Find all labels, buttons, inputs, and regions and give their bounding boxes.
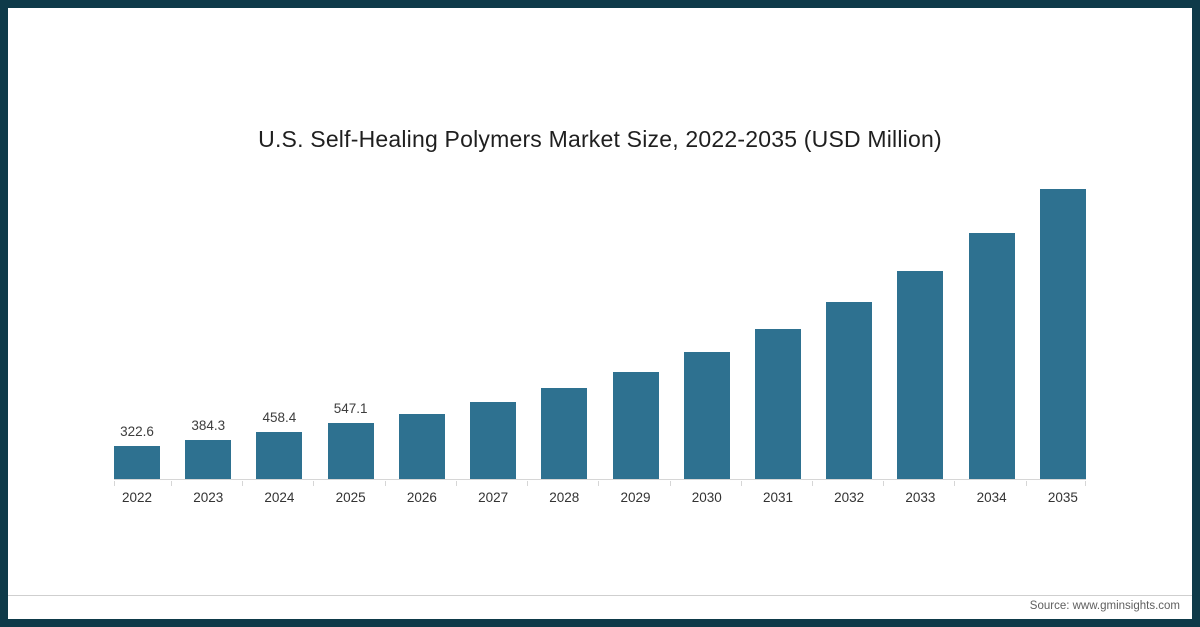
x-axis-label: 2027 xyxy=(470,481,529,505)
bar xyxy=(897,271,944,479)
bar xyxy=(541,388,588,479)
bar-column xyxy=(470,402,517,479)
x-axis-label: 2033 xyxy=(897,481,956,505)
bar-column: 384.3 xyxy=(185,418,232,479)
bar-column: 458.4 xyxy=(256,410,303,479)
source-footer: Source: www.gminsights.com xyxy=(8,595,1192,619)
bar-column xyxy=(968,233,1015,479)
bar xyxy=(398,414,445,479)
x-axis-label: 2034 xyxy=(969,481,1027,505)
bar-column: 322.6 xyxy=(114,424,160,479)
bar-column xyxy=(826,302,873,479)
bar xyxy=(114,446,160,479)
x-axis-label: 2023 xyxy=(185,481,244,505)
bar xyxy=(968,233,1015,479)
x-axis-label: 2031 xyxy=(755,481,813,505)
x-axis-label: 2026 xyxy=(399,481,457,505)
bar-column: 547.1 xyxy=(327,401,374,479)
x-axis-label: 2035 xyxy=(1040,481,1086,505)
x-axis-label: 2024 xyxy=(256,481,315,505)
x-axis-label: 2025 xyxy=(328,481,386,505)
bar xyxy=(754,329,801,479)
x-axis-label: 2022 xyxy=(114,481,172,505)
chart-title: U.S. Self-Healing Polymers Market Size, … xyxy=(258,126,942,152)
bar xyxy=(185,440,232,479)
x-axis-label: 2028 xyxy=(541,481,600,505)
bar-column xyxy=(398,414,445,479)
source-text: Source: www.gminsights.com xyxy=(1029,600,1180,612)
x-axis-label: 2029 xyxy=(613,481,671,505)
bar-column xyxy=(612,372,659,479)
bar xyxy=(612,372,659,479)
bar xyxy=(1039,189,1086,479)
bar-column xyxy=(683,352,730,479)
bar xyxy=(683,352,730,479)
bar xyxy=(327,423,374,479)
bar xyxy=(256,432,303,479)
bar-column xyxy=(897,271,944,479)
x-axis-label: 2030 xyxy=(684,481,742,505)
bar-column xyxy=(541,388,588,479)
x-axis-label: 2032 xyxy=(826,481,885,505)
bar-column xyxy=(754,329,801,479)
bar-value-label: 322.6 xyxy=(120,424,154,439)
bar-value-label: 458.4 xyxy=(262,410,297,425)
bar-value-label: 547.1 xyxy=(333,401,368,416)
bar-plot-area: 322.6 384.3 458.4 547.1 xyxy=(114,180,1086,480)
x-axis: 2022 2023 2024 2025 2026 2027 2028 2029 2030 2031… xyxy=(114,481,1086,505)
bar-column xyxy=(1039,189,1086,479)
bar xyxy=(470,402,517,479)
bar-value-label: 384.3 xyxy=(191,418,226,433)
bar xyxy=(826,302,873,479)
